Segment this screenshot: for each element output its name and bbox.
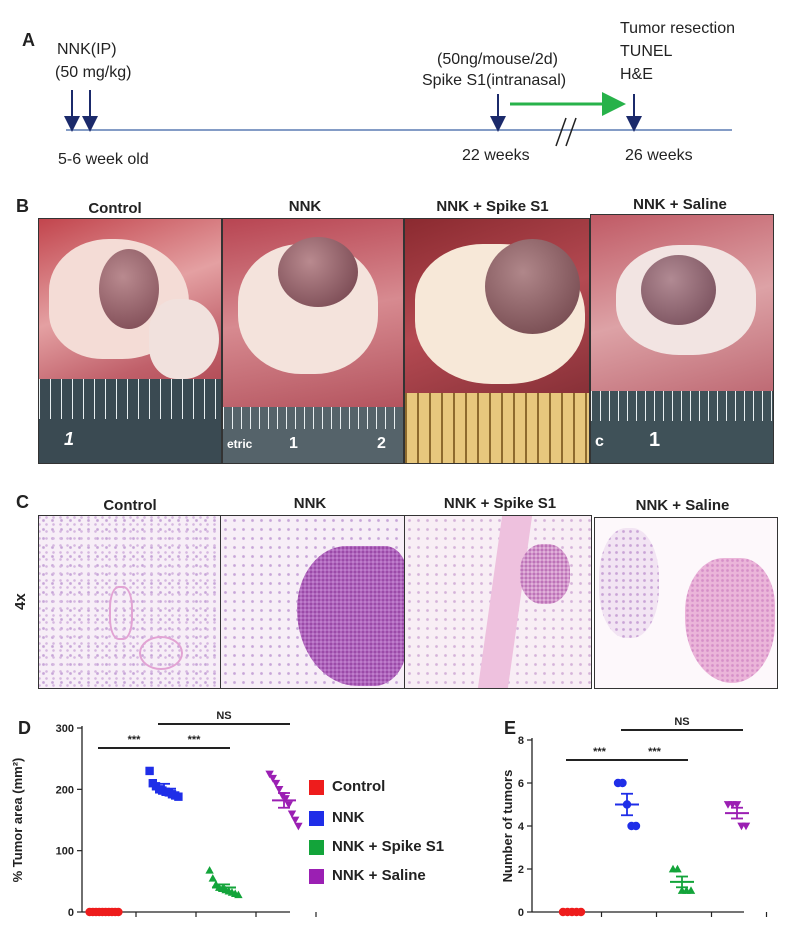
legend-swatch-nnk [309, 811, 324, 826]
histo-image-control [38, 515, 222, 689]
photo-header-nnk-spike: NNK + Spike S1 [436, 198, 549, 215]
y-tick-label: 100 [56, 846, 74, 858]
y-tick-label: 6 [518, 778, 524, 790]
panel-a-letter: A [22, 30, 35, 50]
histo-image-nnk [220, 515, 406, 689]
data-point [145, 766, 154, 776]
data-point [205, 866, 214, 874]
ruler-label: 2 [377, 435, 386, 452]
histo-header-nnk-saline: NNK + Saline [635, 497, 730, 514]
data-point [114, 907, 123, 917]
y-axis-label: % Tumor area (mm²) [10, 758, 25, 883]
data-point [294, 822, 303, 831]
data-point [174, 792, 183, 801]
histo-image-nnk-saline [594, 517, 778, 689]
y-tick-label: 200 [56, 784, 74, 796]
histo-image-nnk-spike [404, 515, 592, 689]
significance-label: NS [216, 710, 231, 722]
magnification-label: 4x [12, 593, 29, 610]
endpoint-line2: TUNEL [620, 43, 673, 60]
histo-header-nnk-spike: NNK + Spike S1 [443, 495, 557, 512]
panel-c-letter: C [16, 492, 29, 512]
timepoint-22wk: 22 weeks [462, 147, 530, 164]
data-point [284, 801, 293, 809]
spike-dose-line2: Spike S1(intranasal) [422, 72, 567, 89]
photo-header-nnk-saline: NNK + Saline [633, 196, 727, 213]
timeline-graphic [64, 90, 732, 147]
panel-letter: E [504, 718, 516, 738]
data-point [234, 890, 243, 899]
y-tick-label: 8 [518, 735, 524, 747]
gross-photo-control: 1 [38, 218, 222, 464]
gross-photo-nnk-saline: c 1 [590, 214, 774, 464]
spike-dose-line1: (50ng/mouse/2d) [437, 51, 558, 68]
timepoint-26wk: 26 weeks [625, 147, 693, 164]
significance-label: *** [128, 734, 142, 746]
panel-letter: D [18, 718, 31, 738]
ruler-label: 1 [289, 435, 298, 452]
photo-header-control: Control [88, 200, 142, 217]
legend-label-nnk-saline: NNK + Saline [332, 867, 426, 884]
legend-label-control: Control [332, 778, 386, 795]
data-point [732, 801, 742, 809]
ruler-label: c [595, 433, 604, 450]
nnk-dose-line2: (50 mg/kg) [55, 64, 132, 81]
histo-header-control: Control [103, 497, 157, 514]
gross-photo-nnk: etric 1 2 [222, 218, 404, 464]
ruler-label: 1 [649, 429, 661, 451]
significance-label: *** [188, 734, 202, 746]
legend-swatch-control [309, 780, 324, 795]
axis-break-1 [555, 117, 567, 147]
significance-label: *** [593, 746, 607, 758]
photo-header-nnk: NNK [288, 198, 322, 215]
significance-label: NS [674, 716, 689, 728]
chart-tumor-number: E 0 2 4 6 8 Number of tumors *** *** NS [500, 716, 768, 919]
y-tick-label: 4 [518, 821, 525, 833]
legend-label-nnk-spike: NNK + Spike S1 [332, 838, 445, 855]
data-point [686, 886, 696, 894]
data-point [631, 821, 641, 831]
chart-tumor-area: D 0 100 200 300 % Tumor area (mm²) *** *** NS [10, 710, 317, 919]
ruler-label: etric [227, 437, 253, 451]
legend-swatch-nnk-spike [309, 840, 324, 855]
y-axis-label: Number of tumors [500, 770, 515, 883]
data-point [673, 864, 682, 873]
data-point [268, 774, 277, 783]
y-tick-label: 0 [68, 907, 74, 919]
timepoint-start: 5-6 week old [58, 151, 149, 168]
data-point [618, 778, 627, 788]
gross-photo-nnk-spike [404, 218, 590, 464]
panel-b-letter: B [16, 196, 29, 216]
data-point [287, 810, 297, 819]
nnk-dose-line1: NNK(IP) [57, 41, 117, 58]
legend-label-nnk: NNK [332, 809, 365, 826]
data-point [291, 816, 300, 825]
ruler-label: 1 [64, 429, 75, 449]
histo-header-nnk: NNK [293, 495, 327, 512]
data-point [265, 770, 274, 779]
data-point [208, 874, 217, 882]
endpoint-line1: Tumor resection [620, 20, 735, 37]
data-point [271, 779, 281, 788]
endpoint-line3: H&E [620, 66, 653, 83]
legend-swatch-nnk-saline [309, 869, 324, 884]
axis-break-2 [565, 117, 577, 147]
y-tick-label: 0 [518, 907, 524, 919]
significance-label: *** [648, 746, 662, 758]
y-tick-label: 300 [56, 723, 74, 735]
data-point [741, 822, 751, 831]
y-tick-label: 2 [518, 864, 524, 876]
data-point [275, 785, 284, 794]
